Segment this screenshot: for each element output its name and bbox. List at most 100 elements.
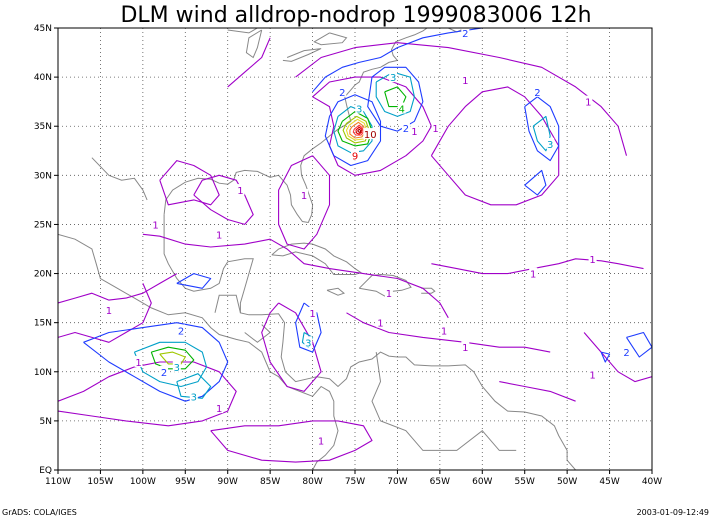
- longitude-tick-label: 50W: [557, 477, 577, 487]
- contour-label-bg: [461, 74, 470, 86]
- longitude-tick-label: 110W: [45, 477, 71, 487]
- coastline-segment: [326, 287, 346, 296]
- contour-label: 1: [585, 98, 591, 109]
- latitude-tick-label: 30N: [34, 171, 52, 181]
- latitude-tick-label: 15N: [34, 319, 52, 329]
- contour-label-bg: [529, 267, 538, 279]
- longitude-tick-label: 80W: [302, 477, 322, 487]
- longitude-tick-label: 70W: [387, 477, 407, 487]
- latitude-tick-label: 45N: [34, 24, 52, 34]
- contour-line: [355, 126, 363, 135]
- contour-line: [312, 76, 432, 176]
- contour-line: [150, 346, 195, 370]
- contour-label: 1: [462, 343, 468, 354]
- coastline-segment: [214, 294, 241, 313]
- contour-label-bg: [363, 128, 378, 140]
- contour-line: [176, 373, 212, 399]
- longitude-tick-label: 65W: [430, 477, 450, 487]
- contour-label: 1: [152, 220, 158, 231]
- contour-label: 1: [377, 319, 383, 330]
- contour-label: 1: [301, 191, 307, 202]
- contour-label: 2: [178, 327, 184, 338]
- contour-line: [324, 94, 382, 167]
- contour-label-bg: [300, 188, 309, 200]
- contour-label-bg: [160, 365, 169, 377]
- contour-label-bg: [236, 184, 245, 196]
- contour-line: [337, 110, 373, 147]
- contour-line: [349, 121, 366, 139]
- contour-label: 1: [462, 76, 468, 87]
- latitude-tick-label: 40N: [34, 73, 52, 83]
- longitude-tick-label: 40W: [642, 477, 662, 487]
- contour-label-bg: [461, 26, 470, 38]
- contour-label: 3: [191, 392, 197, 403]
- contour-line: [431, 258, 644, 275]
- contour-label: 1: [309, 309, 315, 320]
- longitude-tick-label: 90W: [218, 477, 238, 487]
- contour-label: 1: [135, 358, 141, 369]
- contour-line: [193, 174, 254, 225]
- contour-label: 2: [339, 88, 345, 99]
- contour-label: 1: [432, 124, 438, 135]
- contour-label-bg: [431, 122, 440, 134]
- contour-label-bg: [338, 85, 347, 97]
- footer-credit: GrADS: COLA/IGES: [2, 508, 77, 517]
- coastline-segment: [371, 352, 517, 451]
- contour-label: 1: [106, 306, 112, 317]
- longitude-tick-label: 95W: [175, 477, 195, 487]
- coastline-segment: [244, 324, 271, 343]
- latitude-tick-label: 5N: [40, 417, 52, 427]
- coastline-segment: [313, 32, 348, 46]
- contour-label: 1: [530, 270, 536, 281]
- contour-line: [346, 312, 551, 353]
- contour-line: [626, 331, 652, 358]
- contour-label-bg: [376, 316, 385, 328]
- contour-label-bg: [317, 434, 326, 446]
- contour-label: 3: [305, 338, 311, 349]
- latitude-tick-labels: EQ 5N 10N 15N 20N 25N 30N 35N 40N 45N: [34, 24, 58, 476]
- longitude-tick-label: 45W: [599, 477, 619, 487]
- contour-line: [278, 155, 331, 250]
- longitude-tick-label: 100W: [130, 477, 156, 487]
- contour-label: 3: [356, 105, 362, 116]
- contour-label-bg: [215, 228, 224, 240]
- contour-label: 1: [216, 230, 222, 241]
- longitude-tick-label: 105W: [87, 477, 113, 487]
- contour-label-bg: [584, 95, 593, 107]
- contour-line: [83, 322, 229, 402]
- contour-label: 3: [390, 73, 396, 84]
- coastline-segment: [163, 214, 576, 470]
- contour-label: 4: [398, 105, 404, 116]
- coastline-segment: [245, 29, 263, 59]
- contour-label-bg: [104, 303, 113, 315]
- map-title: DLM wind alldrop-nodrop 1999083006 12h: [120, 3, 591, 28]
- contour-label: 1: [318, 437, 324, 448]
- contour-line: [176, 273, 212, 289]
- longitude-tick-label: 55W: [515, 477, 535, 487]
- contour-label-bg: [172, 360, 181, 372]
- longitude-tick-label: 85W: [260, 477, 280, 487]
- footer-timestamp: 2003-01-09-12:49: [637, 508, 709, 517]
- contour-line: [58, 283, 152, 343]
- contour-label: 10: [364, 130, 377, 141]
- contour-label-bg: [189, 390, 198, 402]
- coastline-segment: [282, 48, 322, 62]
- contour-line: [312, 28, 483, 93]
- contour-line: [499, 381, 576, 402]
- contour-label-bg: [461, 341, 470, 353]
- contour-label-bg: [384, 287, 393, 299]
- contour-line: [524, 169, 547, 196]
- latitude-tick-label: 25N: [34, 220, 52, 230]
- longitude-tick-label: 60W: [472, 477, 492, 487]
- contour-line: [133, 341, 208, 388]
- contour-label: 9: [352, 152, 358, 163]
- contour-label-bg: [308, 306, 317, 318]
- contour-label-bg: [355, 102, 364, 114]
- latitude-tick-label: 35N: [34, 122, 52, 132]
- contour-label-bg: [588, 252, 597, 264]
- contour-line: [384, 86, 407, 108]
- contour-label-bg: [134, 355, 143, 367]
- contour-line: [357, 128, 362, 134]
- contour-label: 2: [534, 88, 540, 99]
- latitude-tick-label: 20N: [34, 270, 52, 280]
